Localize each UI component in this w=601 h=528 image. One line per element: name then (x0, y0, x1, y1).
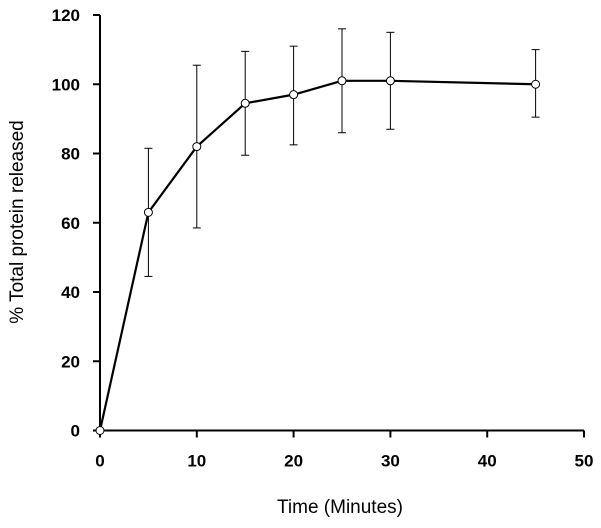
y-tick-label: 60 (61, 214, 80, 233)
data-point (95, 426, 105, 435)
series-line (98, 79, 536, 431)
data-point (289, 90, 299, 100)
error-bars (144, 28, 540, 277)
y-tick-label: 40 (61, 283, 80, 302)
data-point (143, 207, 153, 217)
data-point (192, 142, 202, 152)
data-point (385, 76, 395, 86)
x-tick-label: 20 (284, 452, 303, 471)
x-axis-title: Time (Minutes) (277, 497, 403, 518)
y-axis-title: % Total protein released (7, 120, 28, 324)
x-tick-label: 40 (478, 452, 497, 471)
y-tick-label: 120 (52, 6, 80, 25)
data-series (98, 79, 536, 431)
data-point (337, 76, 347, 86)
x-tick-label: 50 (575, 452, 594, 471)
axis-ticks: 0 10 20 30 40 50 0 20 40 60 80 100 120 (52, 6, 594, 471)
y-tick-label: 0 (71, 422, 80, 441)
data-markers (95, 76, 541, 435)
x-tick-label: 0 (95, 452, 104, 471)
data-point (531, 79, 541, 89)
y-tick-label: 100 (52, 75, 80, 94)
data-point (240, 98, 250, 108)
x-tick-label: 30 (381, 452, 400, 471)
x-tick-label: 10 (187, 452, 206, 471)
y-tick-label: 20 (61, 352, 80, 371)
y-tick-label: 80 (61, 145, 80, 164)
